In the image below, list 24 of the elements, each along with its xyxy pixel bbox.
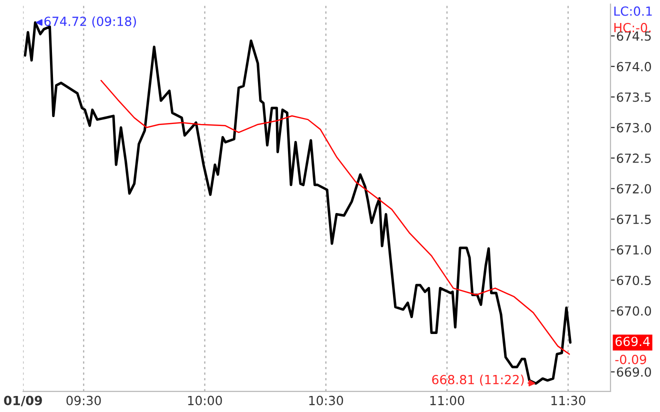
text: LC:0.1 — [614, 6, 652, 16]
x-tick-label: 10:30 — [309, 396, 344, 406]
y-tick-label: 673.0 — [616, 122, 652, 132]
x-tick-label: 01/09 — [4, 396, 42, 406]
line-series — [100, 80, 570, 355]
y-tick-label: 672.5 — [616, 154, 651, 163]
text: -0.09 — [615, 354, 646, 364]
x-tick-label: 09:30 — [66, 396, 101, 406]
x-tick-label: 11:00 — [430, 396, 464, 406]
y-tick-label: 674.5 — [616, 31, 651, 41]
y-tick-label: 670.5 — [616, 276, 651, 286]
y-tick-label: 669.0 — [616, 367, 652, 377]
y-tick-label: 671.5 — [616, 214, 651, 224]
y-tick-label: 672.0 — [616, 184, 652, 194]
x-tick-label: 10:00 — [188, 396, 222, 406]
x-tick-label: 11:30 — [551, 396, 586, 406]
annotation: 674.72 (09:18) — [44, 16, 136, 28]
text: 669.4 — [616, 336, 650, 346]
text: HC:-0. — [614, 22, 651, 32]
y-tick-label: 671.0 — [616, 245, 652, 255]
y-tick-label: 674.0 — [616, 62, 652, 72]
annotation: 668.81 (11:22) — [432, 374, 524, 386]
y-tick-label: 670.0 — [616, 306, 652, 316]
y-tick-label: 673.5 — [616, 92, 651, 102]
